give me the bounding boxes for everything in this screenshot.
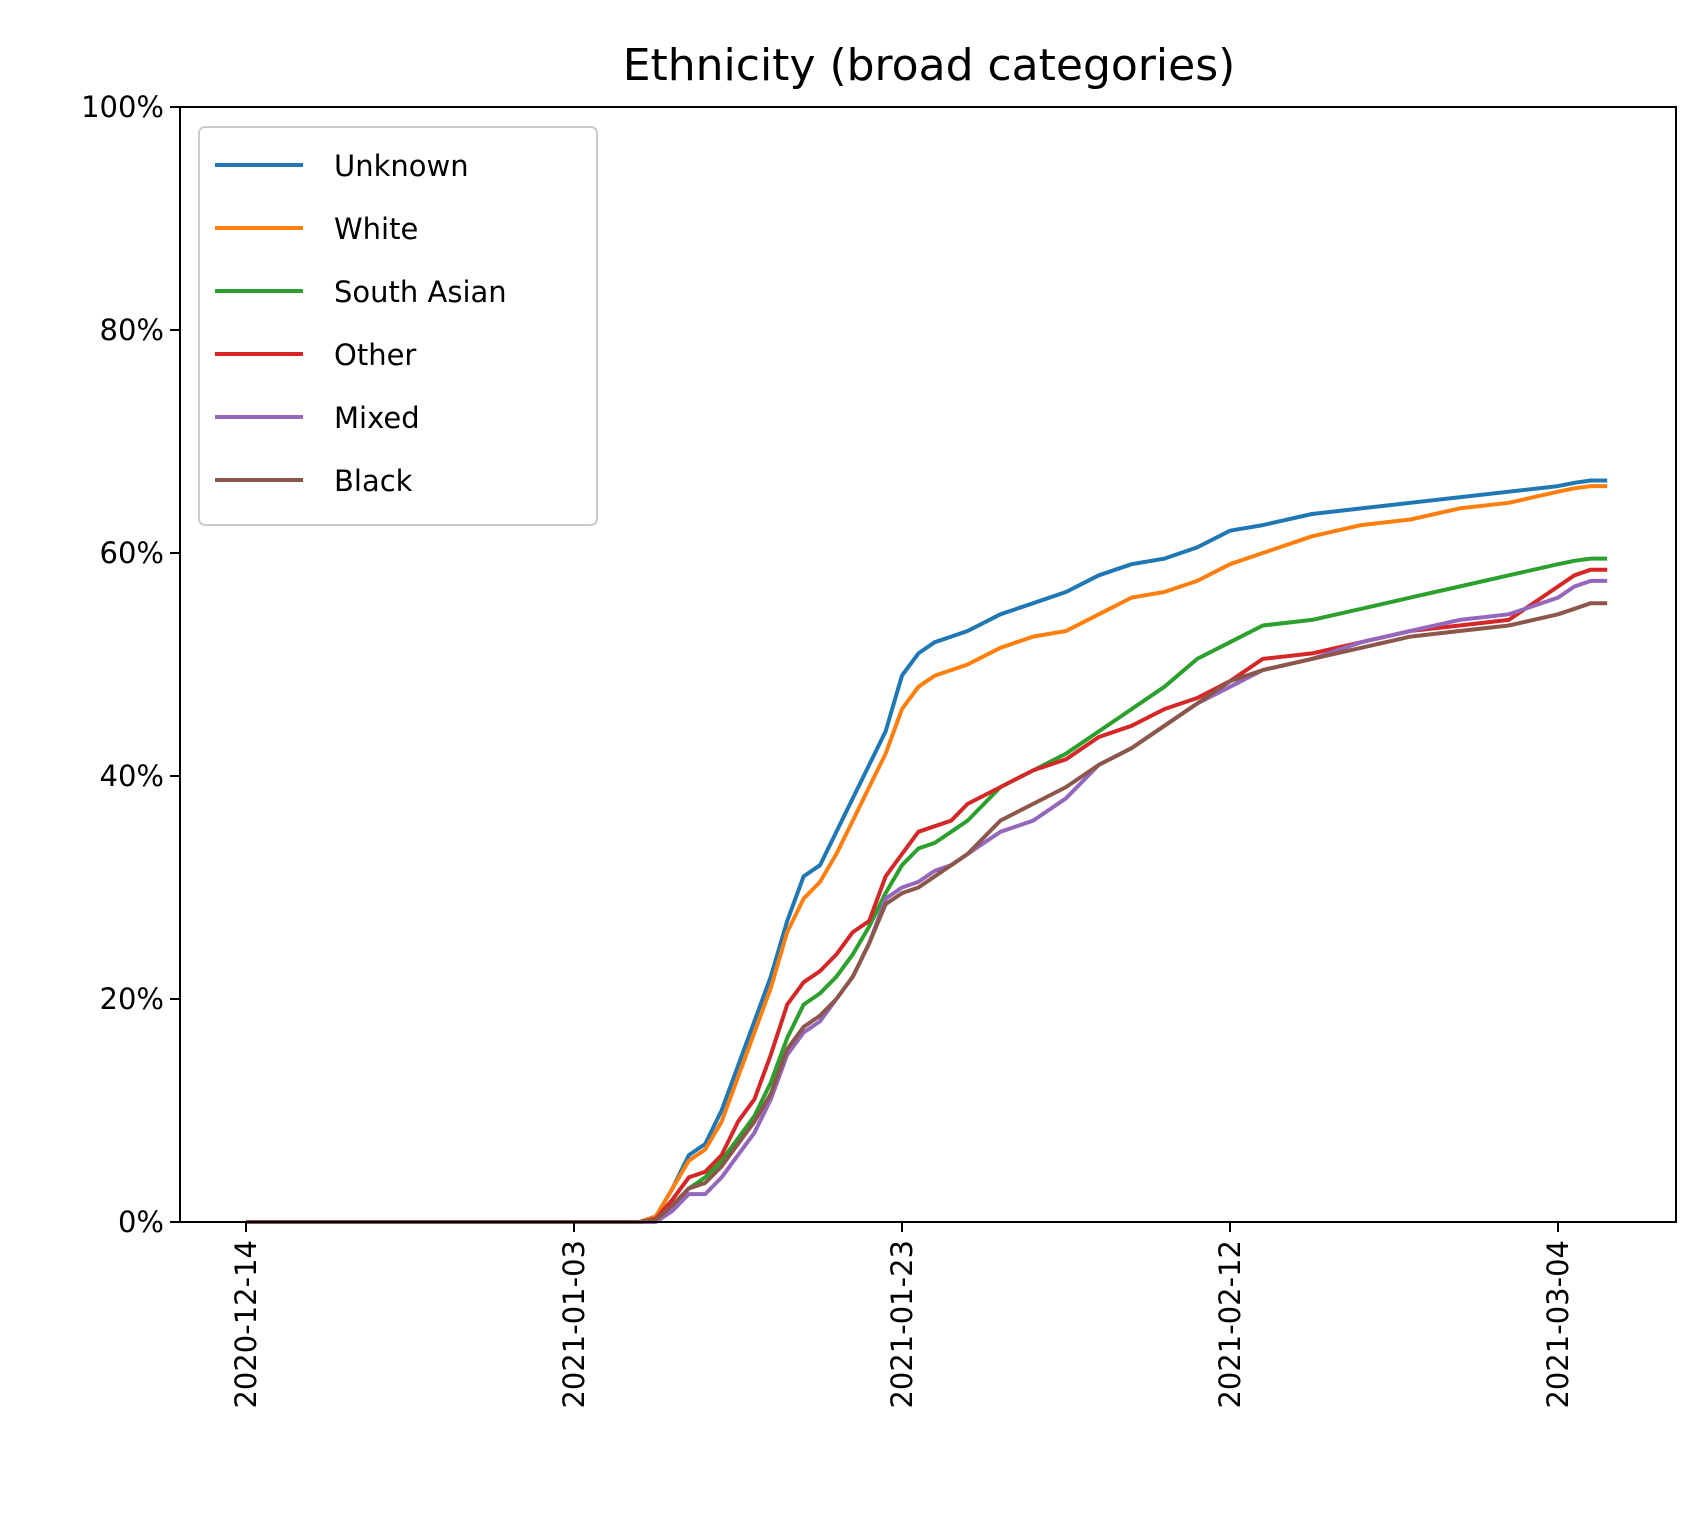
series-line-black xyxy=(246,601,1608,1224)
legend-label: Mixed xyxy=(334,401,420,435)
series-line-white xyxy=(246,484,1608,1224)
y-tick-label: 80% xyxy=(100,313,164,347)
y-tick-label: 20% xyxy=(100,982,164,1016)
legend-label: South Asian xyxy=(334,275,507,309)
x-tick-label: 2021-01-23 xyxy=(885,1240,919,1409)
legend-label: Black xyxy=(334,464,413,498)
series-line-mixed xyxy=(246,578,1608,1224)
y-tick-label: 100% xyxy=(81,90,164,124)
y-tick-label: 40% xyxy=(100,759,164,793)
series-line-unknown xyxy=(246,478,1608,1224)
legend-label: Other xyxy=(334,338,416,372)
x-tick-label: 2021-03-04 xyxy=(1541,1240,1575,1409)
x-tick-label: 2021-02-12 xyxy=(1213,1240,1247,1409)
x-tick-label: 2020-12-14 xyxy=(229,1240,263,1409)
plot-area-frame xyxy=(179,106,1677,1223)
legend-label: Unknown xyxy=(334,149,469,183)
series-line-south-asian xyxy=(246,556,1608,1224)
chart-title: Ethnicity (broad categories) xyxy=(623,40,1236,91)
y-axis: 0% 20% 40% 60% 80% 100% xyxy=(81,90,180,1239)
y-tick-label: 0% xyxy=(118,1205,164,1239)
legend-label: White xyxy=(334,212,418,246)
series-layer xyxy=(246,478,1608,1224)
x-axis: 2020-12-14 2021-01-03 2021-01-23 2021-02-12… xyxy=(229,1222,1575,1409)
x-tick-label: 2021-01-03 xyxy=(557,1240,591,1409)
legend: Unknown White South Asian Other Mixed Black xyxy=(198,126,598,526)
y-tick-label: 60% xyxy=(100,536,164,570)
